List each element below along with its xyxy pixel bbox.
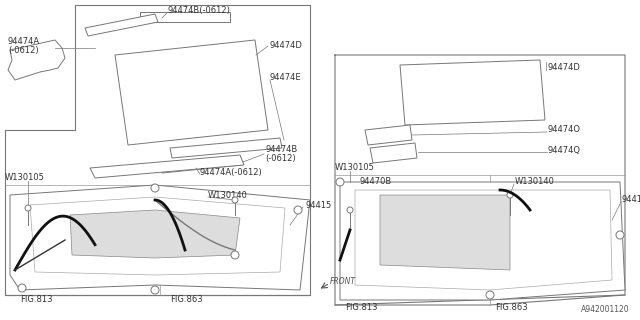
Text: 94474Q: 94474Q xyxy=(548,146,581,155)
Text: W130140: W130140 xyxy=(515,178,555,187)
Circle shape xyxy=(616,231,624,239)
Circle shape xyxy=(294,206,302,214)
Text: 94474B(-0612): 94474B(-0612) xyxy=(168,5,231,14)
Circle shape xyxy=(232,197,238,203)
Text: FIG.863: FIG.863 xyxy=(495,303,527,313)
Circle shape xyxy=(25,205,31,211)
Circle shape xyxy=(486,291,494,299)
Polygon shape xyxy=(355,190,612,290)
Text: 94474A(-0612): 94474A(-0612) xyxy=(200,167,263,177)
Polygon shape xyxy=(30,197,285,275)
Polygon shape xyxy=(115,40,268,145)
Circle shape xyxy=(231,251,239,259)
Text: W130105: W130105 xyxy=(5,173,45,182)
Text: 94474D: 94474D xyxy=(548,63,581,73)
Text: 94415: 94415 xyxy=(305,201,332,210)
Text: FRONT: FRONT xyxy=(330,277,356,286)
Text: (-0612): (-0612) xyxy=(8,46,38,55)
Polygon shape xyxy=(370,143,417,163)
Polygon shape xyxy=(90,155,244,178)
Text: W130105: W130105 xyxy=(335,164,375,172)
Circle shape xyxy=(151,286,159,294)
Circle shape xyxy=(336,178,344,186)
Text: 94470B: 94470B xyxy=(360,178,392,187)
Text: 94474E: 94474E xyxy=(270,74,301,83)
Text: (-0612): (-0612) xyxy=(265,154,296,163)
Text: FIG.863: FIG.863 xyxy=(170,295,203,305)
Text: FIG.813: FIG.813 xyxy=(20,295,52,305)
Text: 94474D: 94474D xyxy=(270,42,303,51)
Polygon shape xyxy=(170,138,282,158)
Polygon shape xyxy=(70,210,240,258)
Polygon shape xyxy=(340,182,625,300)
Text: 94474A: 94474A xyxy=(8,37,40,46)
Text: 94474O: 94474O xyxy=(548,125,581,134)
Text: FIG.813: FIG.813 xyxy=(345,303,378,313)
Polygon shape xyxy=(140,12,230,22)
Circle shape xyxy=(347,207,353,213)
Polygon shape xyxy=(10,185,310,290)
Text: A942001120: A942001120 xyxy=(581,305,630,314)
Text: W130140: W130140 xyxy=(208,190,248,199)
Circle shape xyxy=(151,184,159,192)
Polygon shape xyxy=(8,40,65,80)
Polygon shape xyxy=(85,14,158,36)
Circle shape xyxy=(18,284,26,292)
Polygon shape xyxy=(400,60,545,125)
Polygon shape xyxy=(160,157,242,173)
Polygon shape xyxy=(365,125,412,145)
Circle shape xyxy=(507,192,513,198)
Text: 94474B: 94474B xyxy=(265,146,297,155)
Text: 94415: 94415 xyxy=(622,196,640,204)
Polygon shape xyxy=(380,195,510,270)
